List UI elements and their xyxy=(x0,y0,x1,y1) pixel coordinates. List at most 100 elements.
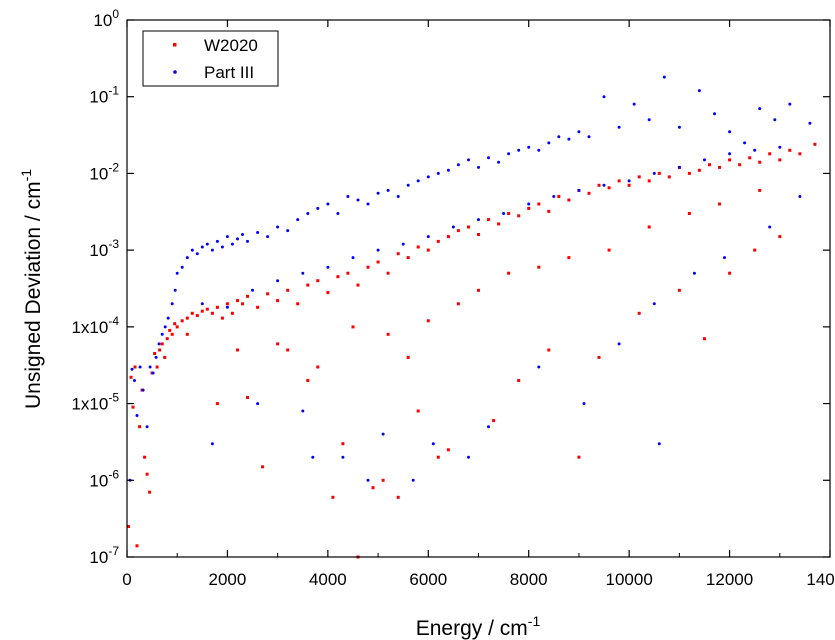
y-tick-label: 10-6 xyxy=(89,467,119,490)
part-iii-point xyxy=(396,195,400,198)
w2020-point xyxy=(687,212,691,215)
legend-item-part-iii: Part III xyxy=(173,63,254,82)
w2020-point xyxy=(597,355,601,359)
w2020-point xyxy=(220,316,224,320)
w2020-point xyxy=(236,348,239,352)
w2020-point xyxy=(316,279,320,283)
part-iii-point xyxy=(652,302,656,306)
w2020-point xyxy=(180,319,184,323)
part-iii-point xyxy=(502,212,506,215)
part-iii-point xyxy=(160,332,164,336)
w2020-point xyxy=(547,348,551,352)
w2020-point xyxy=(381,478,385,482)
part-iii-point xyxy=(256,231,260,234)
w2020-point xyxy=(406,256,410,260)
w2020-point xyxy=(266,292,270,296)
x-tick-label: 2000 xyxy=(209,570,247,589)
part-iii-point xyxy=(175,271,179,275)
part-iii-point xyxy=(200,245,204,249)
w2020-point xyxy=(276,342,280,346)
part-iii-point xyxy=(537,148,541,152)
w2020-point xyxy=(718,202,721,206)
part-iii-point xyxy=(487,156,490,160)
part-iii-point xyxy=(431,442,435,446)
part-iii-point xyxy=(356,198,360,202)
part-iii-point xyxy=(426,175,430,179)
w2020-point xyxy=(446,235,450,239)
part-iii-point xyxy=(215,239,219,243)
part-iii-point xyxy=(657,442,661,446)
part-iii-point xyxy=(306,212,310,215)
w2020-point xyxy=(477,233,480,236)
part-iii-point xyxy=(185,256,189,260)
w2020-point xyxy=(336,275,340,279)
x-axis-title-text: Energy / cm xyxy=(416,617,528,640)
w2020-point xyxy=(195,314,199,318)
part-iii-point xyxy=(436,171,440,175)
part-iii-point xyxy=(200,302,204,306)
w2020-point xyxy=(567,256,571,260)
part-iii-point xyxy=(426,235,430,239)
part-iii-point xyxy=(456,163,460,167)
part-iii-point xyxy=(366,478,370,482)
w2020-point xyxy=(507,271,511,275)
x-axis-title: Energy / cm-1 xyxy=(416,613,541,640)
part-iii-point xyxy=(341,455,345,459)
part-iii-point xyxy=(406,183,410,187)
part-iii-point xyxy=(557,135,561,139)
part-iii-point xyxy=(163,325,167,329)
w2020-point xyxy=(129,375,133,379)
part-iii-point xyxy=(311,455,315,459)
w2020-point xyxy=(426,248,430,252)
w2020-point xyxy=(813,142,817,146)
w2020-point xyxy=(728,158,732,162)
part-iii-point xyxy=(743,141,747,145)
w2020-point xyxy=(467,225,470,229)
part-iii-point xyxy=(210,442,214,446)
w2020-point xyxy=(316,365,320,369)
part-iii-point xyxy=(773,118,777,122)
w2020-point xyxy=(241,302,244,306)
x-axis-title-superscript: -1 xyxy=(528,613,541,629)
x-tick-label: 6000 xyxy=(409,570,447,589)
w2020-point xyxy=(677,288,681,292)
w2020-point xyxy=(456,302,460,306)
w2020-point xyxy=(236,299,239,303)
part-iii-point xyxy=(276,225,280,229)
w2020-point xyxy=(637,175,641,179)
w2020-point xyxy=(158,348,162,352)
w2020-point xyxy=(753,248,757,252)
part-iii-point xyxy=(301,271,305,275)
w2020-point xyxy=(547,209,551,213)
legend-box xyxy=(142,30,279,87)
w2020-point xyxy=(200,309,204,313)
part-iii-point xyxy=(376,191,380,195)
part-iii-point xyxy=(451,225,455,229)
part-iii-point xyxy=(241,233,244,236)
part-iii-point xyxy=(246,239,249,243)
w2020-point xyxy=(577,455,581,459)
w2020-point xyxy=(155,365,159,369)
w2020-point xyxy=(168,328,172,332)
w2020-point xyxy=(557,195,561,198)
x-tick-label: 0 xyxy=(122,570,131,589)
w2020-point xyxy=(256,305,260,309)
w2020-point xyxy=(567,198,571,202)
w2020-point xyxy=(351,325,355,329)
part-iii-point xyxy=(446,168,450,172)
w2020-point xyxy=(436,239,440,243)
w2020-point xyxy=(306,379,310,382)
w2020-point xyxy=(703,337,706,341)
part-iii-point xyxy=(537,365,541,369)
w2020-point xyxy=(416,245,420,249)
part-iii-point xyxy=(326,265,330,269)
x-tick-label: 4000 xyxy=(309,570,347,589)
part-iii-point xyxy=(627,179,631,183)
w2020-point xyxy=(371,486,375,490)
w2020-point xyxy=(456,229,460,233)
part-iii-point xyxy=(256,402,260,406)
w2020-point xyxy=(145,472,149,476)
y-axis: 10-7 10-6 1x10-5 1x10-4 10-3 10-2 10-1 100 xyxy=(71,7,830,567)
